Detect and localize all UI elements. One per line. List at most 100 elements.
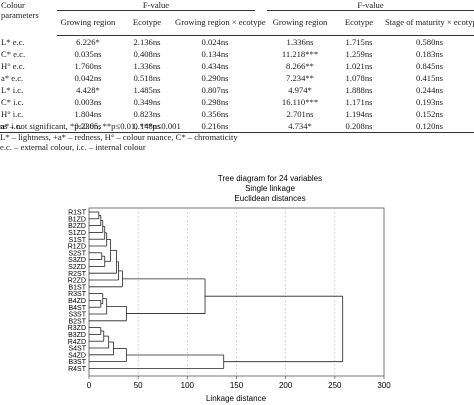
- leaf-label: R4ST: [68, 366, 87, 373]
- param-cell: a* e.c.: [1, 73, 24, 83]
- footnote-parameters: L* – lightness, +a* – redness, H° – colo…: [0, 131, 238, 142]
- table-row: a* i.c. 0.236ns 0.148ns 0.216ns 4.734* 0.208n…: [0, 120, 474, 133]
- f-value-cell: 0.024ns: [201, 37, 229, 47]
- leaf-label: B2ST: [68, 318, 86, 325]
- param-cell: L* i.c.: [1, 85, 24, 95]
- x-tick-label: 150: [230, 381, 244, 390]
- f-value-cell: 0.003ns: [74, 97, 102, 107]
- f-value-cell: 2.701ns: [286, 109, 314, 119]
- leaf-label: S1ST: [68, 237, 86, 244]
- f-value-cell: 2.136ns: [133, 37, 161, 47]
- f-value-cell: 0.216ns: [175, 120, 256, 133]
- f-value-cell: 1.715ns: [345, 37, 373, 47]
- col-growing-region: Growing region: [57, 10, 119, 36]
- table-row: H° i.c. 1.804ns 0.823ns 0.356ns 2.701ns 1.194…: [0, 108, 474, 120]
- leaf-label: S4ZD: [68, 352, 86, 359]
- f-value-cell: 7.234**: [286, 73, 314, 83]
- f-value-cell: 0.408ns: [133, 49, 161, 59]
- f-value-cell: 1.485ns: [133, 85, 161, 95]
- table-footnotes: ns – not significant, *p≤0.05, **p≤0.01,…: [0, 121, 474, 153]
- leaf-label: B4ZD: [68, 298, 86, 305]
- table-row: C* e.c. 0.035ns 0.408ns 0.134ns 11.218*** 1.2…: [0, 48, 474, 60]
- f-value-cell: 0.434ns: [201, 61, 229, 71]
- f-value-cell: 0.845ns: [416, 61, 444, 71]
- f-value-cell: 1.078ns: [345, 73, 373, 83]
- leaf-label: R1ZD: [68, 244, 86, 251]
- table-row: a* e.c. 0.042ns 0.518ns 0.290ns 7.234** 1.078…: [0, 72, 474, 84]
- dendrogram-chart: Tree diagram for 24 variables Single lin…: [68, 174, 392, 403]
- leaf-label: S1ZD: [68, 230, 86, 237]
- f-value-cell: 1.336ns: [133, 61, 161, 71]
- f-value-cell: 0.244ns: [416, 85, 444, 95]
- param-cell: H° i.c.: [1, 109, 24, 119]
- col-ecotype-2: Ecotype: [333, 10, 386, 36]
- leaf-label: B1ZD: [68, 216, 86, 223]
- col-growing-region-2: Growing region: [267, 10, 334, 36]
- leaf-label: B1ST: [68, 284, 86, 291]
- f-value-cell: 0.823ns: [133, 109, 161, 119]
- chart-subtitle-distance: Euclidean distances: [234, 194, 305, 203]
- f-value-cell: 1.804ns: [74, 109, 102, 119]
- f-value-cell: 0.035ns: [74, 49, 102, 59]
- f-value-cell: 0.208ns: [333, 120, 386, 133]
- param-cell: L* e.c.: [1, 36, 25, 47]
- f-value-cell: 0.193ns: [416, 97, 444, 107]
- f-value-cell: 0.518ns: [133, 73, 161, 83]
- col-region-x-ecotype: Growing region × ecotype: [175, 10, 266, 36]
- f-value-cell: 0.298ns: [201, 97, 229, 107]
- leaf-label: R3ZD: [68, 325, 86, 332]
- f-value-cell: 0.042ns: [74, 73, 102, 83]
- anova-table: Colour parameters F-value F-value Growin…: [0, 0, 474, 133]
- f-value-cell: 0.580ns: [416, 37, 444, 47]
- leaf-label: S4ST: [68, 346, 86, 353]
- leaf-label: S2ST: [68, 250, 86, 257]
- f-value-cell: 0.148ns: [119, 120, 175, 133]
- f-value-cell: 0.236ns: [57, 120, 119, 133]
- f-value-cell: 4.428*: [76, 85, 100, 95]
- leaf-label: B4ST: [68, 305, 86, 312]
- leaf-label: R2ST: [68, 271, 87, 278]
- leaf-label: R4ZD: [68, 339, 86, 346]
- param-cell: C* e.c.: [1, 49, 26, 59]
- leaf-label: R3ST: [68, 291, 87, 298]
- group-header-1: F-value: [57, 0, 256, 11]
- f-value-cell: 4.734*: [267, 120, 334, 133]
- f-value-cell: 4.974*: [288, 85, 312, 95]
- x-tick-label: 100: [181, 381, 195, 390]
- table-row: H° e.c. 1.760ns 1.336ns 0.434ns 8.266** 1.021…: [0, 60, 474, 72]
- f-value-cell: 1.336ns: [286, 37, 314, 47]
- chart-title: Tree diagram for 24 variables: [218, 174, 322, 183]
- f-value-cell: 1.194ns: [345, 109, 373, 119]
- x-axis-label: Linkage distance: [206, 394, 267, 403]
- f-value-cell: 0.290ns: [201, 73, 229, 83]
- param-header: Colour parameters: [1, 0, 39, 20]
- f-value-cell: 1.259ns: [345, 49, 373, 59]
- x-tick-label: 250: [328, 381, 342, 390]
- footnote-colour-type: e.c. – external colour, i.c. – internal …: [0, 142, 146, 152]
- leaf-label: R2ZD: [68, 278, 86, 285]
- leaf-label: S3ST: [68, 312, 86, 319]
- f-value-cell: 0.349ns: [133, 97, 161, 107]
- param-cell: H° e.c.: [1, 61, 25, 71]
- leaf-label: B3ST: [68, 359, 86, 366]
- f-value-cell: 11.218***: [281, 49, 319, 59]
- f-value-cell: 1.760ns: [74, 61, 102, 71]
- leaf-label: B3ZD: [68, 332, 86, 339]
- f-value-cell: 0.120ns: [385, 120, 474, 133]
- f-value-cell: 0.152ns: [416, 109, 444, 119]
- chart-subtitle-linkage: Single linkage: [245, 184, 295, 193]
- param-cell: a* i.c.: [0, 120, 57, 133]
- table-row: C* i.c. 0.003ns 0.349ns 0.298ns 16.110*** 1.1…: [0, 96, 474, 108]
- group-header-2: F-value: [267, 0, 474, 11]
- f-value-cell: 1.171ns: [345, 97, 373, 107]
- col-maturity-x-ecotype: Stage of maturity × ecotype: [385, 10, 474, 36]
- f-value-cell: 1.021ns: [345, 61, 373, 71]
- f-value-cell: 16.110***: [281, 97, 319, 107]
- table-row: L* i.c. 4.428* 1.485ns 0.807ns 4.974* 1.888ns…: [0, 84, 474, 96]
- leaf-label: S2ZD: [68, 264, 86, 271]
- f-value-cell: 0.356ns: [201, 109, 229, 119]
- leaf-label: B2ZD: [68, 223, 86, 230]
- x-tick-label: 300: [377, 381, 391, 390]
- f-value-cell: 0.183ns: [416, 49, 444, 59]
- x-tick-label: 0: [87, 381, 92, 390]
